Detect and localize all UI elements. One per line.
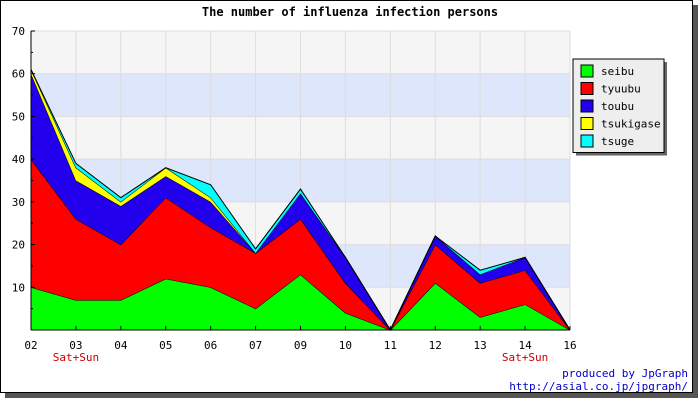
legend-label-seibu: seibu xyxy=(601,65,634,78)
legend-label-tyuubu: tyuubu xyxy=(601,83,641,96)
chart-title: The number of influenza infection person… xyxy=(202,5,498,19)
x-tick-label: 16 xyxy=(563,339,576,352)
stacked-areas xyxy=(30,69,571,332)
legend: seibu tyuubu toubu tsukigase tsuge xyxy=(572,58,667,156)
legend-label-toubu: toubu xyxy=(601,100,634,113)
x-tick-label: 03 xyxy=(69,339,82,352)
x-tick-label: 02 xyxy=(24,339,37,352)
area-tyuubu xyxy=(31,159,570,330)
legend-swatch-seibu xyxy=(580,64,594,78)
y-tick-label: 10 xyxy=(12,281,25,294)
y-tick-label: 50 xyxy=(12,110,25,123)
x-tick-label: 10 xyxy=(339,339,352,352)
y-tick-label: 30 xyxy=(12,196,25,209)
area-toubu xyxy=(31,73,570,330)
credit-url[interactable]: http://asial.co.jp/jpgraph/ xyxy=(509,380,688,393)
x-tick-label: 06 xyxy=(204,339,217,352)
axes xyxy=(30,30,571,331)
x-tick-label: 11 xyxy=(384,339,397,352)
x-tick-note: Sat+Sun xyxy=(53,351,99,364)
x-tick-label: 12 xyxy=(429,339,442,352)
legend-swatch-tsuge xyxy=(580,134,594,148)
y-tick-label: 70 xyxy=(12,25,25,38)
x-tick-label: 04 xyxy=(114,339,128,352)
x-tick-label: 13 xyxy=(474,339,487,352)
legend-swatch-tsukigase xyxy=(580,117,594,130)
y-tick-label: 20 xyxy=(12,239,25,252)
y-tick-label: 40 xyxy=(12,153,25,166)
x-tick-label: 05 xyxy=(159,339,172,352)
x-tick-label: 14 xyxy=(518,339,532,352)
x-tick-label: 09 xyxy=(294,339,307,352)
x-tick-note: Sat+Sun xyxy=(502,351,548,364)
legend-label-tsukigase: tsukigase xyxy=(601,118,661,131)
y-tick-label: 60 xyxy=(12,68,25,81)
panel-shadow-right xyxy=(693,5,698,398)
credit-line: produced by JpGraph xyxy=(562,367,688,380)
legend-label-tsuge: tsuge xyxy=(601,135,634,148)
legend-swatch-toubu xyxy=(580,99,594,113)
panel-shadow-bottom xyxy=(5,393,698,398)
legend-swatch-tyuubu xyxy=(580,82,594,95)
x-tick-label: 07 xyxy=(249,339,262,352)
area-seibu xyxy=(31,274,570,330)
line-tsuge xyxy=(30,69,571,332)
